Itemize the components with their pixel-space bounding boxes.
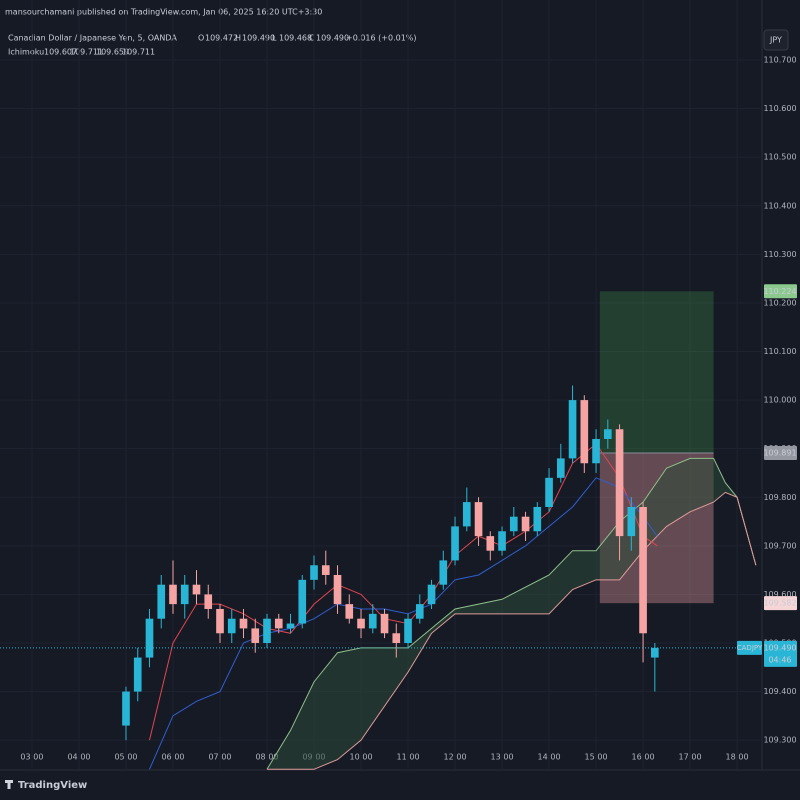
y-tick-label: 109.800 — [763, 493, 796, 502]
y-tick-label: 109.700 — [763, 541, 796, 550]
candle-body — [615, 429, 624, 537]
y-tick-label: 110.100 — [763, 347, 796, 356]
candle-body — [639, 506, 647, 634]
ohlc-label: C — [309, 34, 315, 43]
candle-body — [216, 608, 224, 634]
candle-body — [451, 526, 459, 561]
entry-tag: 109.891 — [763, 449, 796, 458]
candle-body — [274, 618, 283, 629]
ohlc-value: 109.490 — [316, 34, 349, 43]
candle-body — [333, 574, 342, 605]
candle-body — [627, 506, 636, 537]
y-tick-label: 109.400 — [763, 687, 796, 696]
y-tick-label: 110.500 — [763, 153, 796, 162]
candle-body — [204, 594, 213, 609]
candle-body — [462, 502, 471, 527]
candle-body — [380, 613, 389, 634]
candle-body — [122, 691, 130, 726]
cloud-span-a — [266, 457, 757, 770]
candle-body — [439, 560, 448, 585]
candle-body — [263, 618, 271, 643]
candle-body — [239, 618, 248, 629]
candle-body — [310, 565, 318, 580]
candle-body — [392, 633, 401, 643]
candle-body — [145, 618, 154, 658]
candle-body — [509, 516, 518, 532]
candle-body — [556, 458, 565, 478]
stop-tag-bg — [764, 596, 797, 611]
ohlc-label: O — [198, 34, 204, 43]
y-tick-label: 110.400 — [763, 201, 796, 210]
candle-body — [592, 438, 600, 464]
y-tick-label: 110.300 — [763, 250, 796, 259]
candle-body — [651, 647, 659, 658]
logo-icon — [5, 780, 13, 789]
y-tick-label: 110.200 — [763, 298, 796, 307]
symbol: Canadian Dollar / Japanese Yen, 5, OANDA — [8, 34, 177, 43]
candle-body — [474, 502, 483, 537]
candle-body — [169, 584, 177, 605]
indicator-name: Ichimoku — [8, 48, 44, 57]
candle-body — [533, 506, 542, 532]
cloud-span-b — [267, 491, 757, 770]
candle-body — [415, 604, 424, 619]
indicator-value: 109.711 — [70, 48, 103, 57]
candle-body — [427, 584, 436, 605]
indicator-value: 109.607 — [44, 48, 77, 57]
candle-body — [498, 531, 506, 551]
published-note: mansourchamani published on TradingView.… — [5, 8, 322, 17]
candle-body — [603, 429, 612, 439]
candle-body — [298, 579, 307, 624]
candle-body — [580, 400, 589, 464]
entry-tag-bg — [764, 446, 797, 461]
last-price-bg — [764, 640, 797, 667]
candle-body — [486, 536, 495, 551]
candle-body — [180, 584, 189, 605]
symbol-tag: CADJPY — [737, 644, 763, 652]
candle-body — [345, 604, 354, 619]
plot — [0, 291, 762, 770]
ohlc-label: L — [272, 34, 277, 43]
y-tick-label: 109.600 — [763, 590, 796, 599]
last-price: 109.490 — [763, 643, 796, 652]
currency-box[interactable] — [763, 29, 789, 51]
stop-tag: 109.582 — [763, 599, 796, 608]
candle-body — [157, 584, 166, 619]
y-tick-label: 110.000 — [763, 396, 796, 405]
target-zone — [599, 291, 714, 454]
candle-body — [368, 613, 377, 629]
candle-body — [251, 628, 260, 643]
indicator-value: 109.659 — [96, 48, 129, 57]
ohlc-value: 109.490 — [242, 34, 275, 43]
candle-body — [286, 623, 295, 629]
countdown: 04:46 — [768, 655, 791, 664]
candle-body — [321, 565, 330, 575]
y-tick-label: 110.700 — [763, 56, 796, 65]
y-tick-label: 110.600 — [763, 104, 796, 113]
candle-body — [568, 400, 577, 459]
currency[interactable]: JPY — [769, 36, 782, 45]
ohlc-value: 109.472 — [205, 34, 238, 43]
symbol-tag-bg — [737, 640, 762, 655]
candle-body — [133, 657, 142, 692]
candle-body — [192, 584, 201, 595]
price-change: +0.016 (+0.01%) — [346, 34, 417, 43]
indicator-value: 109.711 — [122, 48, 155, 57]
candle-body — [227, 618, 236, 634]
candle-body — [404, 618, 412, 643]
candle-body — [521, 516, 530, 532]
y-tick-label: 109.300 — [763, 736, 796, 745]
target-tag: 110.224 — [763, 287, 796, 296]
target-tag-bg — [764, 284, 797, 299]
footer-logo: TradingView — [18, 780, 87, 791]
ohlc-value: 109.468 — [279, 34, 312, 43]
candle-body — [357, 618, 365, 629]
candle-body — [545, 477, 553, 507]
ohlc-label: H — [235, 34, 241, 43]
